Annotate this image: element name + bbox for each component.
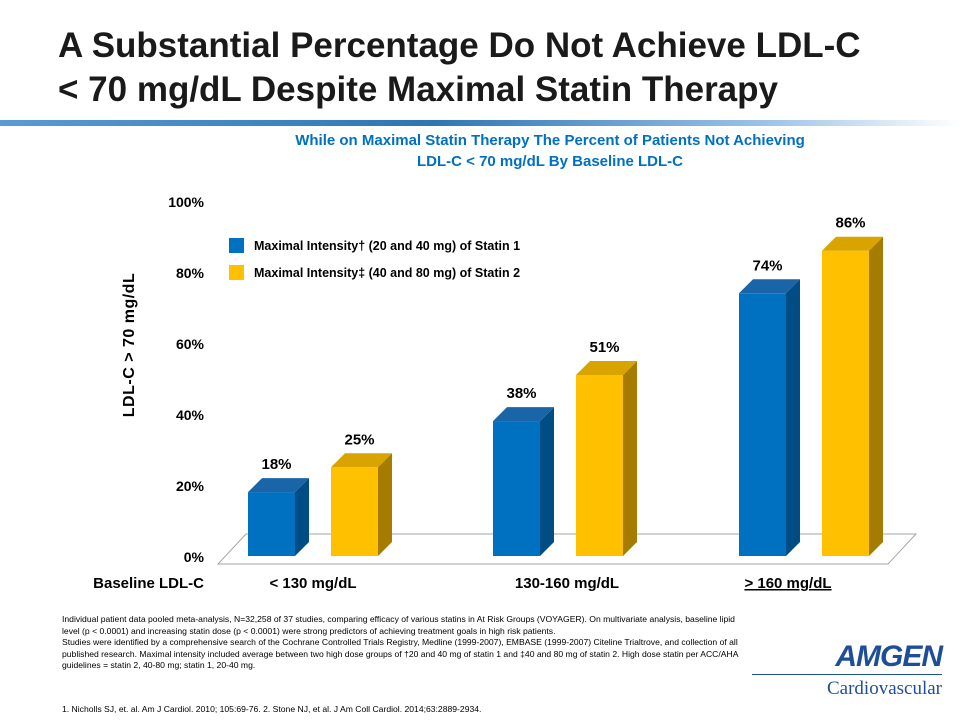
bar-side	[378, 453, 392, 556]
bar-side	[786, 279, 800, 556]
x-tick-label: < 130 mg/dL	[269, 575, 356, 592]
chart-subtitle-line2: LDL-C < 70 mg/dL By Baseline LDL-C	[190, 151, 910, 172]
legend-swatch	[229, 238, 244, 253]
x-tick-label: 130-160 mg/dL	[515, 575, 619, 592]
footnote-paragraph-2: Studies were identified by a comprehensi…	[62, 637, 742, 672]
amgen-logo: AMGEN Cardiovascular	[752, 640, 942, 700]
data-label: 74%	[752, 257, 782, 274]
legend-label: Maximal Intensity† (20 and 40 mg) of Sta…	[254, 239, 520, 253]
y-tick-label: 100%	[168, 194, 204, 210]
chart-subtitle: While on Maximal Statin Therapy The Perc…	[190, 130, 910, 172]
y-tick-label: 80%	[176, 265, 205, 281]
bar	[822, 251, 869, 556]
logo-subtitle: Cardiovascular	[827, 678, 942, 700]
footnote-paragraph-1: Individual patient data pooled meta-anal…	[62, 614, 742, 637]
bar	[493, 421, 540, 556]
legend-label: Maximal Intensity‡ (40 and 80 mg) of Sta…	[254, 266, 520, 280]
y-axis-title: LDL-C > 70 mg/dL	[121, 273, 138, 417]
bar	[248, 492, 295, 556]
slide-title-line2: < 70 mg/dL Despite Maximal Statin Therap…	[58, 70, 778, 109]
logo-name: AMGEN	[835, 640, 942, 674]
legend-swatch	[229, 265, 244, 280]
x-tick-label: > 160 mg/dL	[744, 575, 831, 592]
data-label: 18%	[261, 456, 291, 473]
title-divider	[0, 120, 960, 126]
bar-side	[869, 237, 883, 556]
slide-title: A Substantial Percentage Do Not Achieve …	[58, 24, 948, 112]
bar-side	[623, 361, 637, 556]
y-tick-label: 20%	[176, 478, 205, 494]
bar	[576, 375, 623, 556]
y-tick-label: 60%	[176, 336, 205, 352]
data-label: 86%	[835, 215, 865, 232]
bar	[739, 293, 786, 556]
bar-chart: 0% 20% 40% 60% 80% 100% LDL-C > 70 mg/dL Baseli…	[0, 180, 960, 600]
bar	[331, 467, 378, 556]
data-label: 25%	[344, 431, 374, 448]
x-axis-title: Baseline LDL-C	[93, 575, 204, 592]
references: 1. Nicholls SJ, et. al. Am J Cardiol. 20…	[62, 704, 762, 715]
logo-divider	[752, 674, 942, 675]
y-tick-label: 0%	[184, 549, 205, 565]
data-label: 38%	[506, 385, 536, 402]
slide-title-line1: A Substantial Percentage Do Not Achieve …	[58, 26, 861, 65]
y-tick-label: 40%	[176, 407, 205, 423]
bar-side	[540, 407, 554, 556]
chart-subtitle-line1: While on Maximal Statin Therapy The Perc…	[190, 130, 910, 151]
footnote: Individual patient data pooled meta-anal…	[62, 614, 742, 672]
data-label: 51%	[589, 339, 619, 356]
chart-floor	[218, 534, 916, 564]
